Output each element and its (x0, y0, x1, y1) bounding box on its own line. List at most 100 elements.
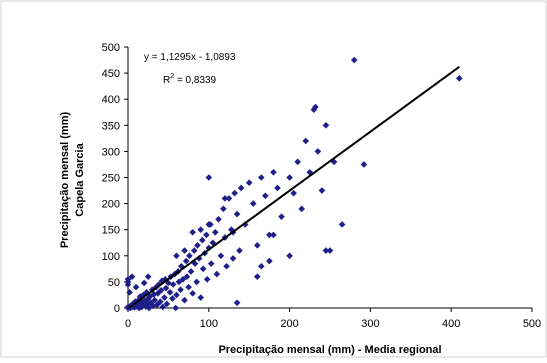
data-point (178, 262, 185, 270)
data-point (141, 297, 149, 304)
data-point (203, 275, 211, 283)
data-point (157, 286, 165, 294)
data-point (253, 273, 261, 280)
data-point (258, 174, 265, 181)
x-tick-label: 400 (442, 318, 460, 330)
data-point (318, 187, 326, 194)
y-tick-label: 150 (102, 225, 120, 237)
data-point (286, 174, 293, 181)
data-point (169, 295, 176, 302)
data-point (217, 252, 225, 260)
data-point (338, 221, 346, 228)
y-tick-label: 400 (102, 94, 120, 106)
data-point (228, 226, 235, 233)
data-point (136, 293, 144, 300)
data-point (290, 189, 297, 197)
data-point (233, 299, 241, 307)
data-point (136, 301, 144, 308)
data-point (360, 161, 368, 168)
data-point (229, 255, 237, 262)
y-tick-label: 450 (102, 68, 120, 80)
data-point (126, 289, 133, 296)
x-tick-label: 0 (125, 318, 131, 330)
data-point (147, 299, 154, 307)
data-point (159, 303, 167, 311)
data-point (213, 270, 221, 278)
x-tick-label: 200 (280, 318, 298, 330)
trendline-annotation: y = 1,1295x - 1,0893 R2 = 0,8339 (144, 52, 236, 86)
data-point (270, 168, 277, 176)
data-point (182, 257, 190, 265)
data-point (455, 75, 463, 82)
data-point (175, 278, 183, 286)
data-point (197, 226, 205, 233)
data-point (173, 252, 180, 260)
data-point (237, 184, 245, 192)
trendline-equation: y = 1,1295x - 1,0893 (144, 52, 236, 63)
data-point (207, 260, 215, 267)
data-point (330, 158, 338, 166)
data-point (231, 189, 238, 197)
data-point (223, 262, 230, 270)
data-point (191, 260, 199, 267)
y-tick-label: 200 (102, 199, 120, 211)
data-point (172, 304, 179, 312)
data-point (211, 229, 219, 236)
data-points (124, 56, 463, 312)
data-point (193, 278, 200, 286)
x-axis-label: Precipitação mensal (mm) - Media regiona… (218, 344, 441, 356)
r-squared-label: R2 = 0,8339 (163, 73, 217, 86)
data-point (306, 168, 314, 176)
data-point (322, 122, 330, 129)
data-point (189, 290, 196, 297)
data-point (153, 301, 161, 309)
data-point (151, 296, 158, 304)
data-point (274, 184, 281, 192)
y-tick-label: 250 (102, 173, 120, 185)
data-point (249, 200, 257, 207)
data-point (124, 281, 132, 288)
x-tick-label: 100 (200, 318, 218, 330)
data-point (173, 291, 180, 299)
data-point (197, 294, 205, 301)
data-point (205, 174, 213, 181)
data-point (136, 304, 143, 312)
data-point (221, 195, 229, 202)
x-tick-label: 500 (523, 318, 541, 330)
data-point (163, 300, 171, 308)
data-point (286, 252, 293, 260)
data-point (310, 106, 318, 113)
data-point (181, 247, 188, 254)
data-point (179, 275, 187, 283)
data-point (162, 284, 170, 292)
data-point (203, 231, 210, 239)
data-point (225, 195, 233, 202)
data-point (350, 56, 358, 64)
data-point (199, 236, 206, 244)
data-point (294, 158, 301, 166)
data-point (233, 210, 241, 218)
data-point (140, 279, 148, 287)
data-point (132, 283, 140, 291)
data-point (322, 247, 330, 254)
data-point (150, 291, 158, 298)
data-point (177, 286, 184, 294)
data-point (157, 298, 164, 306)
y-axis-label-line1: Precipitação mensal (mm) (59, 112, 71, 249)
data-point (169, 281, 177, 288)
x-tick-label: 300 (361, 318, 379, 330)
data-point (187, 268, 195, 275)
y-tick-label: 50 (108, 277, 120, 289)
y-axis-label-line2: Capela Garcia (74, 142, 86, 216)
data-point (138, 303, 146, 311)
y-tick-label: 100 (102, 251, 120, 263)
data-point (314, 148, 322, 155)
data-point (298, 205, 306, 213)
data-point (266, 231, 273, 239)
y-tick-label: 350 (102, 120, 120, 132)
data-point (266, 257, 273, 265)
data-point (183, 273, 191, 280)
